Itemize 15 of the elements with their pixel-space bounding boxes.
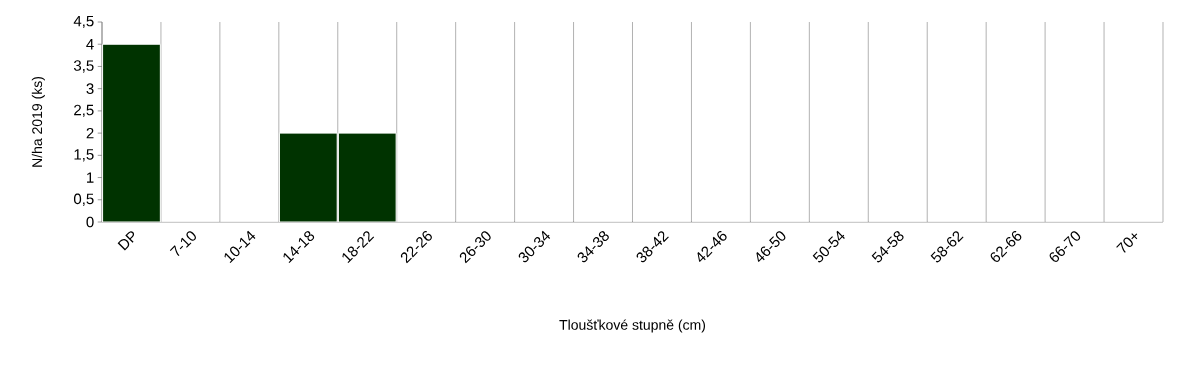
y-tick-label: 1 — [87, 172, 94, 183]
y-tick-label: 1,5 — [74, 149, 94, 162]
y-tick-label: 4 — [86, 39, 94, 50]
x-tick-label: 7-10 — [169, 231, 196, 257]
y-tick-label: 3,5 — [73, 60, 94, 73]
y-axis-title: N/ha 2019 (ks) — [31, 76, 45, 167]
y-tick-label: 2 — [86, 127, 94, 139]
y-tick-label: 3 — [86, 83, 94, 94]
y-tick-label: 2,5 — [74, 104, 94, 118]
y-tick-label: 0,5 — [73, 193, 94, 206]
x-tick-label: 70+ — [1116, 233, 1138, 253]
x-axis-title: Tloušťkové stupně (cm) — [559, 319, 706, 333]
x-tick-label: DP — [117, 231, 135, 251]
y-tick-label: 4,5 — [73, 15, 94, 29]
y-tick-label: 0 — [86, 216, 94, 228]
